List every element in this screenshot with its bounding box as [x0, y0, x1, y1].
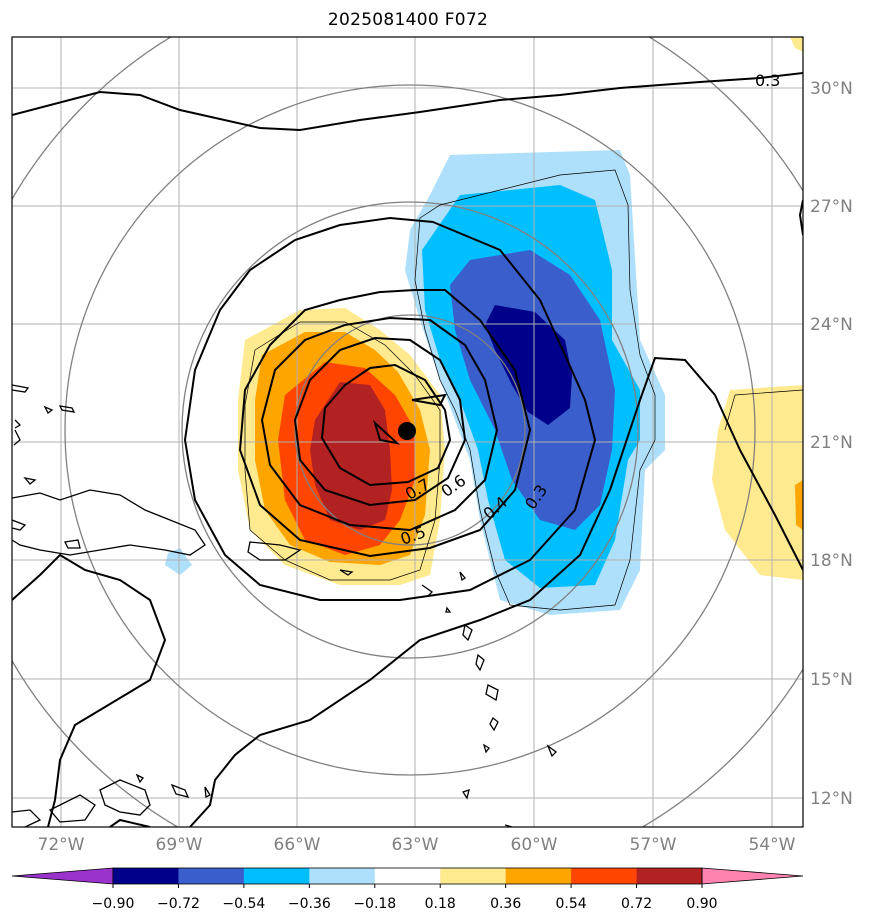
lon-label-54w: 54°W	[749, 835, 796, 855]
colorbar-segment	[178, 868, 245, 884]
lat-label-15n: 15°N	[810, 670, 853, 690]
colorbar-tick-label: −0.72	[157, 896, 200, 912]
lon-label-69w: 69°W	[156, 835, 203, 855]
lon-label-72w: 72°W	[38, 835, 85, 855]
lon-label-63w: 63°W	[392, 835, 439, 855]
positive-anomaly-field	[238, 37, 803, 585]
lat-label-18n: 18°N	[810, 551, 853, 571]
colorbar-tick-label: 0.54	[556, 896, 587, 912]
colorbar-segment	[440, 868, 507, 884]
colorbar-outline	[112, 867, 703, 885]
lat-label-27n: 27°N	[810, 197, 853, 217]
colorbar-segment	[113, 868, 179, 884]
coastlines	[12, 384, 557, 827]
storm-center-marker	[398, 422, 416, 440]
colorbar-extend-high	[701, 867, 804, 885]
colorbar: −0.90 −0.72 −0.54 −0.36 −0.18 0.18 0.36 0.54 0.7…	[11, 867, 804, 912]
latitude-labels: 30°N 27°N 24°N 21°N 18°N 15°N 12°N	[810, 79, 853, 809]
lat-label-21n: 21°N	[810, 433, 853, 453]
colorbar-segment	[636, 868, 703, 884]
colorbar-tick-label: 0.90	[686, 896, 717, 912]
contour-label-0p3-north: 0.3	[755, 71, 780, 90]
negative-anomaly-field	[165, 150, 665, 615]
colorbar-segment	[374, 868, 441, 884]
map-frame	[11, 36, 804, 828]
contour-lines	[12, 72, 803, 827]
graticule	[12, 37, 803, 827]
colorbar-tick-label: −0.36	[288, 896, 331, 912]
colorbar-tick-label: 0.36	[490, 896, 521, 912]
colorbar-tick-label: 0.18	[425, 896, 456, 912]
lon-label-60w: 60°W	[511, 835, 558, 855]
colorbar-extend-low	[11, 867, 114, 885]
lat-label-30n: 30°N	[810, 79, 853, 99]
colorbar-segment	[309, 868, 376, 884]
colorbar-segment	[571, 868, 638, 884]
lon-label-57w: 57°W	[630, 835, 677, 855]
range-rings	[12, 37, 803, 827]
colorbar-segment	[505, 868, 572, 884]
longitude-labels: 72°W 69°W 66°W 63°W 60°W 57°W 54°W	[38, 835, 796, 855]
map-title: 2025081400 F072	[327, 10, 489, 30]
lat-label-24n: 24°N	[810, 315, 853, 335]
colorbar-tick-label: −0.90	[92, 896, 135, 912]
colorbar-tick-label: −0.54	[222, 896, 265, 912]
colorbar-tick-label: 0.72	[621, 896, 652, 912]
colorbar-tick-label: −0.18	[353, 896, 396, 912]
lon-label-66w: 66°W	[274, 835, 321, 855]
lat-label-12n: 12°N	[810, 789, 853, 809]
thin-contours	[244, 169, 803, 611]
colorbar-segment	[243, 868, 310, 884]
map-area: 0.3 0.7 0.6 0.5 0.4 0.3	[12, 37, 803, 827]
